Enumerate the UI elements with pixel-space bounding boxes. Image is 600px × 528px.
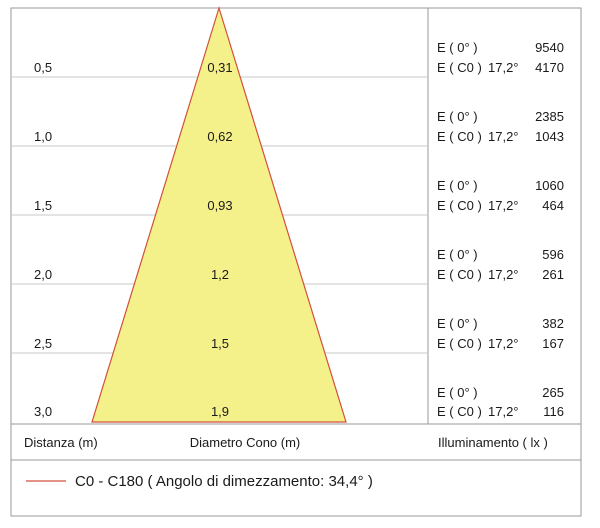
rows: 0,5 0,31 E ( 0° ) 9540 E ( C0 ) 17,2° 41…	[34, 40, 564, 419]
ec0-value: 464	[542, 198, 564, 213]
ec0-value: 116	[543, 404, 564, 419]
ec0-label: E ( C0 )	[437, 336, 482, 351]
e0-label: E ( 0° )	[437, 40, 478, 55]
e0-value: 596	[542, 247, 564, 262]
distance-label: 0,5	[34, 60, 52, 75]
e0-label: E ( 0° )	[437, 316, 478, 331]
angle-label: 17,2°	[488, 129, 519, 144]
ec0-value: 1043	[535, 129, 564, 144]
diameter-label: 0,62	[207, 129, 232, 144]
distance-label: 1,0	[34, 129, 52, 144]
e0-value: 382	[542, 316, 564, 331]
e0-value: 265	[542, 385, 564, 400]
legend-label: C0 - C180 ( Angolo di dimezzamento: 34,4…	[75, 473, 373, 490]
angle-label: 17,2°	[488, 198, 519, 213]
e0-value: 2385	[535, 109, 564, 124]
ec0-label: E ( C0 )	[437, 60, 482, 75]
diameter-label: 0,31	[207, 60, 232, 75]
ec0-value: 4170	[535, 60, 564, 75]
ec0-value: 261	[542, 267, 564, 282]
ec0-value: 167	[542, 336, 564, 351]
ec0-label: E ( C0 )	[437, 198, 482, 213]
e0-label: E ( 0° )	[437, 385, 478, 400]
distance-label: 2,5	[34, 336, 52, 351]
diameter-header: Diametro Cono (m)	[190, 435, 301, 450]
angle-label: 17,2°	[488, 336, 519, 351]
e0-label: E ( 0° )	[437, 178, 478, 193]
e0-value: 1060	[535, 178, 564, 193]
distance-header: Distanza (m)	[24, 435, 98, 450]
ec0-label: E ( C0 )	[437, 404, 482, 419]
angle-label: 17,2°	[488, 267, 519, 282]
diameter-label: 1,2	[211, 267, 229, 282]
e0-value: 9540	[535, 40, 564, 55]
ec0-label: E ( C0 )	[437, 267, 482, 282]
distance-label: 3,0	[34, 404, 52, 419]
angle-label: 17,2°	[488, 60, 519, 75]
angle-label: 17,2°	[488, 404, 519, 419]
illuminance-header: Illuminamento ( lx )	[438, 435, 548, 450]
e0-label: E ( 0° )	[437, 247, 478, 262]
distance-label: 1,5	[34, 198, 52, 213]
light-cone	[91, 5, 347, 423]
ec0-label: E ( C0 )	[437, 129, 482, 144]
diameter-label: 1,5	[211, 336, 229, 351]
e0-label: E ( 0° )	[437, 109, 478, 124]
diameter-label: 0,93	[207, 198, 232, 213]
diameter-label: 1,9	[211, 404, 229, 419]
distance-label: 2,0	[34, 267, 52, 282]
